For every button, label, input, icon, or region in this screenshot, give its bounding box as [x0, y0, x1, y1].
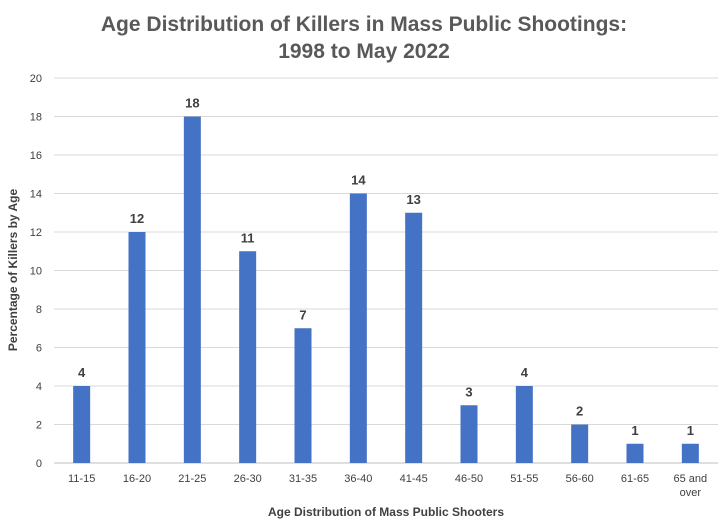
- x-tick-label: 61-65: [621, 473, 649, 485]
- bar: [515, 386, 533, 463]
- data-label: 1: [631, 423, 638, 438]
- x-tick-label: 36-40: [344, 473, 372, 485]
- data-label: 7: [299, 307, 306, 322]
- y-tick-label: 2: [36, 420, 42, 432]
- y-tick-label: 4: [36, 381, 42, 393]
- y-tick-label: 10: [30, 266, 42, 278]
- y-axis-title: Percentage of Killers by Age: [6, 189, 20, 352]
- y-tick-label: 18: [30, 112, 42, 124]
- y-tick-label: 0: [36, 458, 42, 470]
- data-label: 14: [351, 173, 366, 188]
- bar: [405, 212, 423, 463]
- y-tick-label: 16: [30, 150, 42, 162]
- bar: [681, 443, 699, 463]
- data-label: 1: [687, 423, 694, 438]
- bar: [571, 424, 589, 463]
- data-label: 4: [521, 365, 529, 380]
- bar: [626, 443, 644, 463]
- x-axis-title: Age Distribution of Mass Public Shooters: [268, 505, 504, 519]
- y-tick-label: 12: [30, 227, 42, 239]
- bar: [460, 405, 478, 463]
- bar: [294, 328, 312, 463]
- bars: [73, 116, 699, 463]
- data-label: 18: [185, 96, 199, 111]
- x-tick-label: 16-20: [123, 473, 151, 485]
- x-tick-label: 26-30: [234, 473, 262, 485]
- y-tick-label: 14: [30, 189, 42, 201]
- y-tick-label: 8: [36, 304, 42, 316]
- x-tick-label: 51-55: [510, 473, 538, 485]
- data-label: 4: [78, 365, 86, 380]
- bar: [128, 232, 146, 463]
- data-label: 13: [406, 192, 420, 207]
- x-tick-label: 46-50: [455, 473, 483, 485]
- y-tick-label: 6: [36, 343, 42, 355]
- y-axis-ticks: 0 2 4 6 8 10 12 14 16 18 20: [30, 73, 42, 470]
- data-label: 11: [241, 230, 255, 245]
- x-axis-ticks: 11-15 16-20 21-25 26-30 31-35 36-40 41-45 46-50…: [68, 473, 707, 499]
- x-tick-label: 31-35: [289, 473, 317, 485]
- x-tick-label: 21-25: [178, 473, 206, 485]
- bar: [73, 386, 91, 463]
- x-tick-label-line-2: over: [680, 487, 702, 499]
- data-label: 3: [465, 384, 472, 399]
- bar: [349, 193, 367, 463]
- x-tick-label: 11-15: [68, 473, 95, 485]
- x-tick-label: 41-45: [400, 473, 428, 485]
- gridlines: [54, 77, 718, 464]
- chart-title-line-2: 1998 to May 2022: [278, 40, 450, 63]
- chart-title-line-1: Age Distribution of Killers in Mass Publ…: [101, 13, 627, 36]
- bar: [183, 116, 201, 463]
- data-label: 2: [576, 404, 583, 419]
- x-tick-label: 56-60: [566, 473, 594, 485]
- bar: [239, 251, 257, 463]
- x-tick-label: 65 and: [674, 473, 708, 485]
- data-label: 12: [130, 211, 144, 226]
- y-tick-label: 20: [30, 73, 42, 85]
